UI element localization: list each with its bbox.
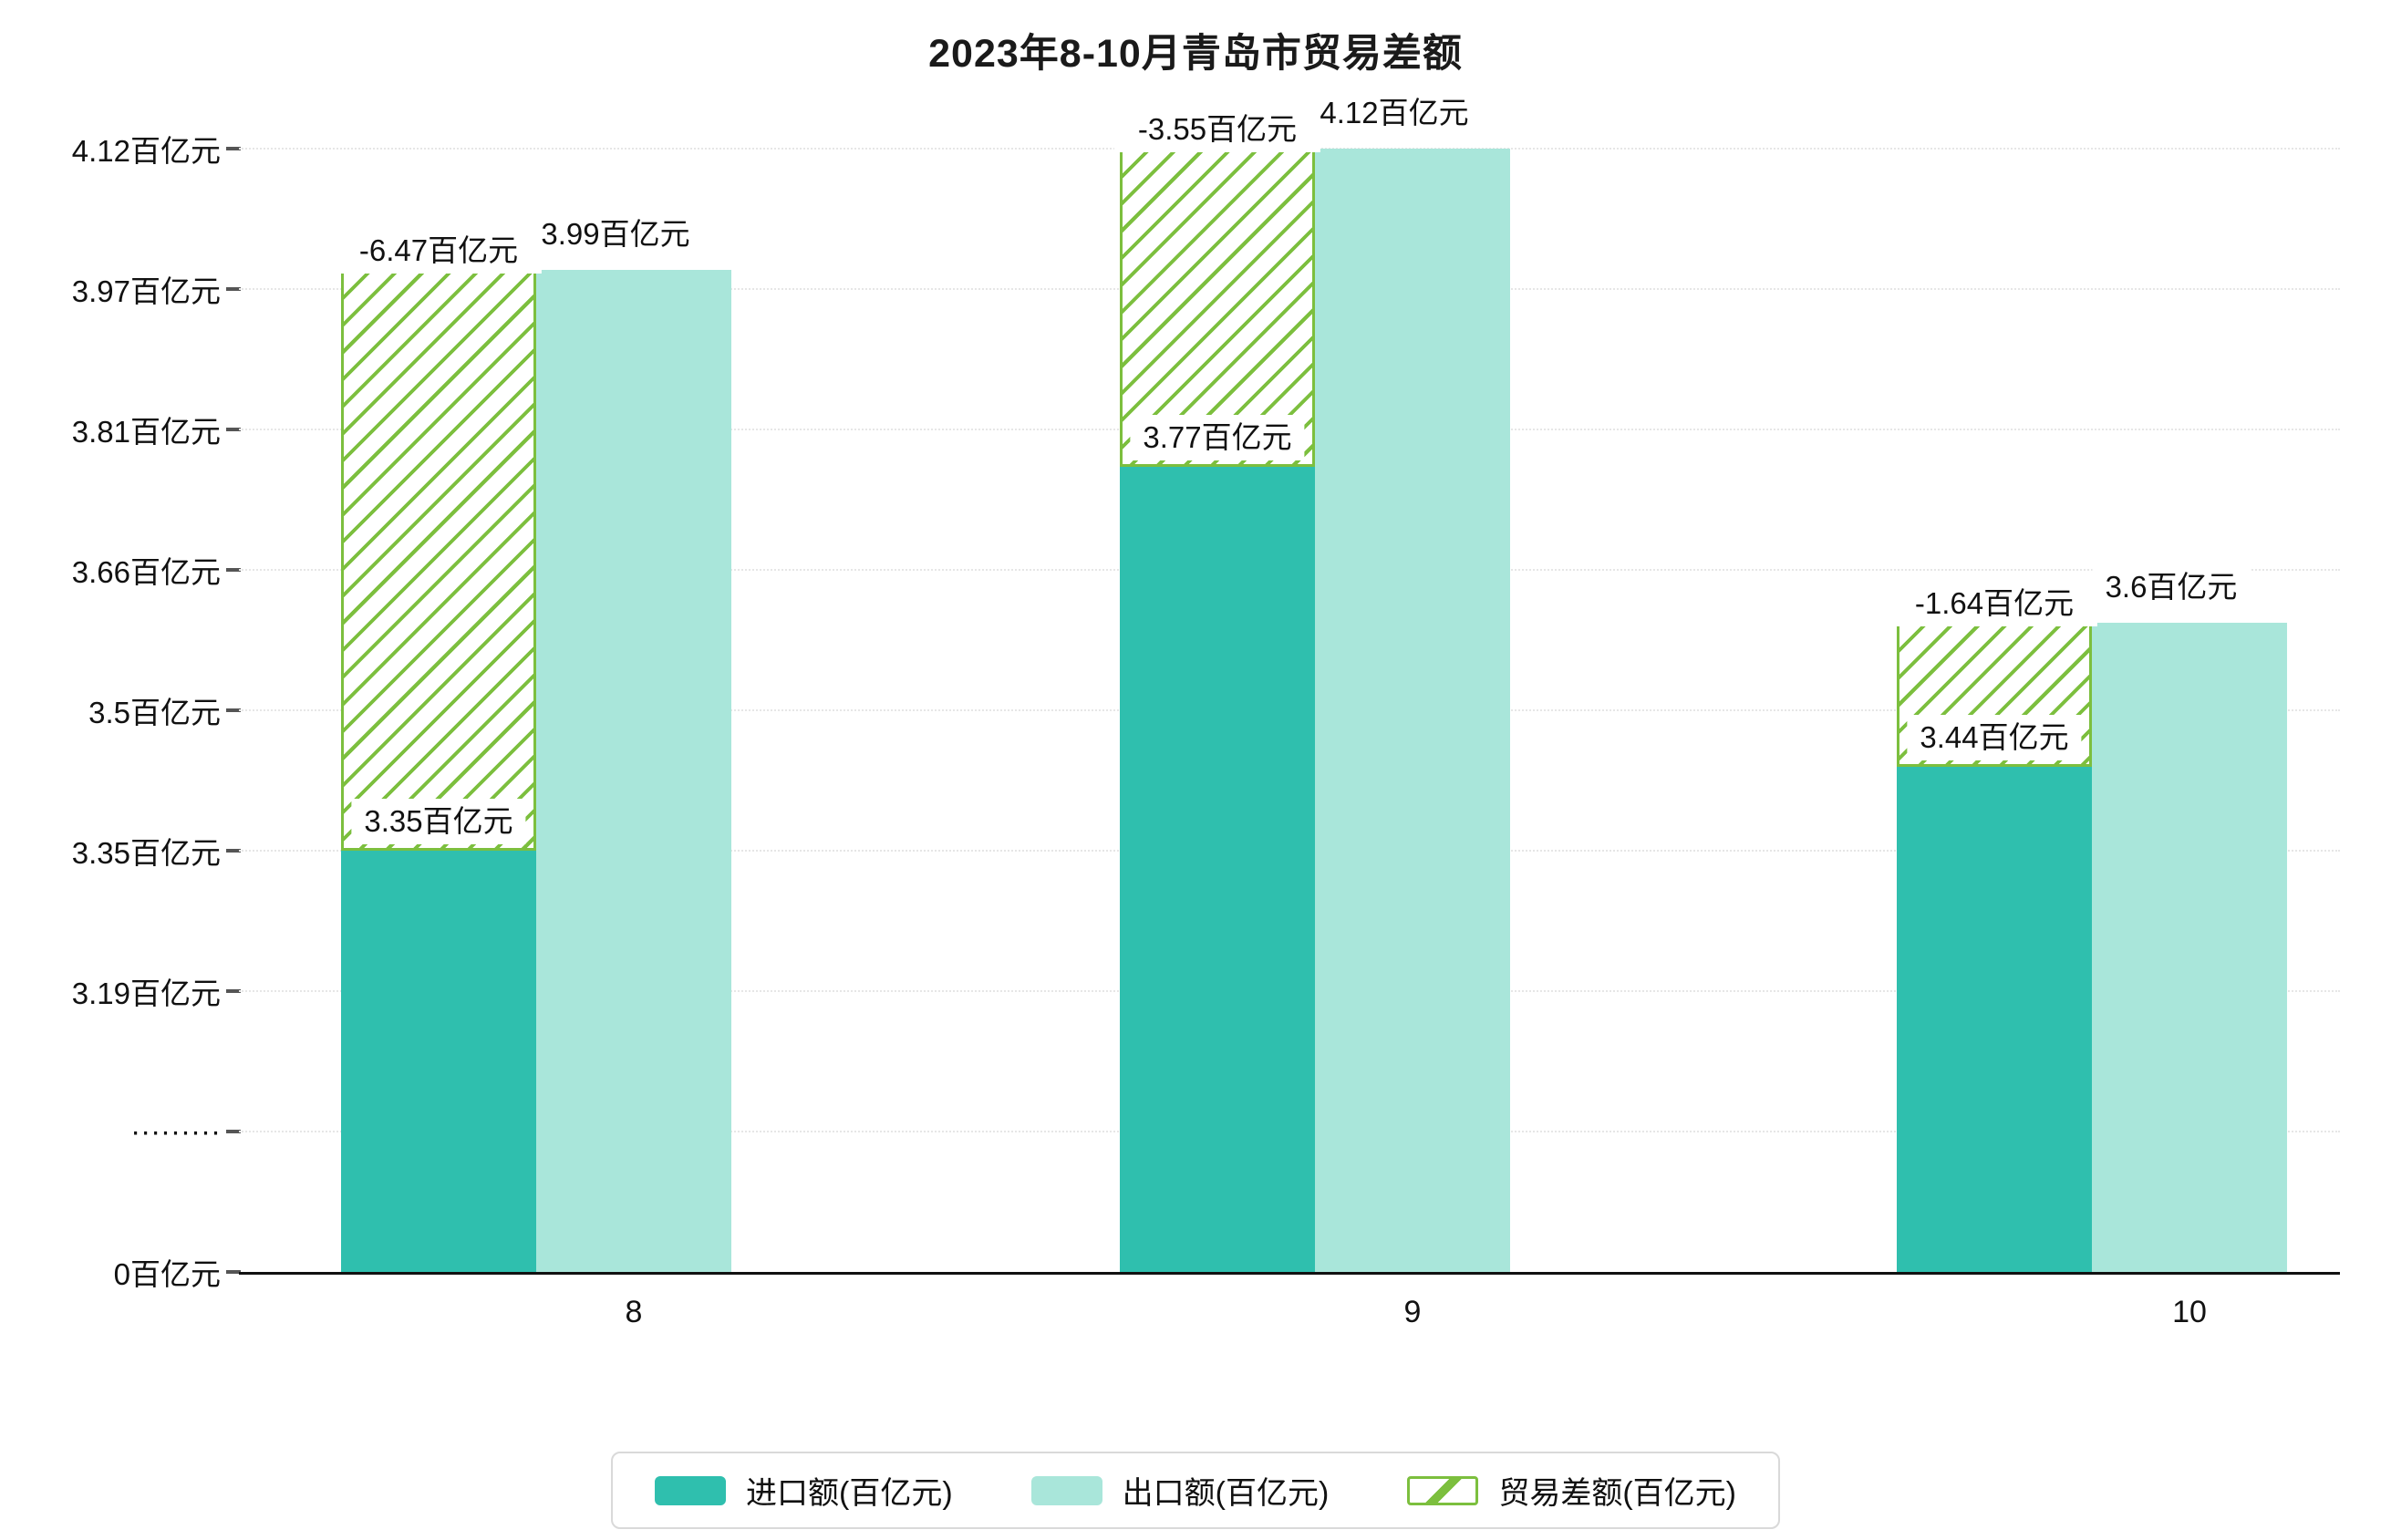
y-tick-label: ········· <box>130 1114 221 1148</box>
y-tick-label: 3.66百亿元 <box>71 555 221 589</box>
legend-item-balance[interactable]: 贸易差额(百亿元) <box>1407 1468 1736 1513</box>
x-axis-label-9: 9 <box>1403 1295 1422 1329</box>
legend-item-export[interactable]: 出口额(百亿元) <box>1030 1468 1330 1513</box>
x-axis-label-10: 10 <box>2172 1295 2207 1329</box>
bar-export-9 <box>1315 149 1510 1272</box>
y-tick-mark <box>226 849 241 853</box>
y-tick-label: 3.19百亿元 <box>71 977 221 1010</box>
legend-swatch-import-icon <box>655 1475 727 1505</box>
data-label-import-10: 3.44百亿元 <box>1907 715 2082 760</box>
bar-trade-balance-9 <box>1120 149 1315 467</box>
y-tick-mark <box>226 287 241 291</box>
bar-import-10 <box>1897 767 2092 1272</box>
y-tick-label: 0百亿元 <box>113 1257 221 1291</box>
data-label-export-8: 3.99百亿元 <box>528 212 703 257</box>
y-tick-label: 3.5百亿元 <box>88 696 221 729</box>
bar-export-10 <box>2092 623 2287 1272</box>
y-tick-mark <box>226 428 241 431</box>
y-tick-label: 3.35百亿元 <box>71 836 221 870</box>
bar-export-8 <box>536 270 731 1272</box>
legend-label-export: 出口额(百亿元) <box>1122 1476 1330 1511</box>
y-tick-mark <box>226 1130 241 1133</box>
y-tick-mark <box>226 568 241 572</box>
bar-import-9 <box>1120 467 1315 1272</box>
x-axis-line <box>239 1272 2340 1275</box>
y-tick-mark <box>226 147 241 150</box>
bar-import-8 <box>341 851 536 1272</box>
chart-title: 2023年8-10月青岛市贸易差额 <box>928 32 1463 76</box>
legend-swatch-export-icon <box>1030 1475 1102 1505</box>
legend-label-import: 进口额(百亿元) <box>746 1476 953 1511</box>
y-tick-label: 3.97百亿元 <box>71 274 221 308</box>
data-label-export-9: 4.12百亿元 <box>1307 90 1482 136</box>
x-axis-label-8: 8 <box>625 1295 643 1329</box>
data-label-import-9: 3.77百亿元 <box>1130 415 1305 460</box>
data-label-trade-balance-10: -1.64百亿元 <box>1890 581 2098 626</box>
legend-label-balance: 贸易差额(百亿元) <box>1498 1476 1736 1511</box>
bar-trade-balance-8 <box>341 270 536 851</box>
legend: 进口额(百亿元) 出口额(百亿元) 贸易差额(百亿元) <box>611 1452 1780 1529</box>
data-label-export-10: 3.6百亿元 <box>2092 564 2251 610</box>
y-tick-label: 4.12百亿元 <box>71 134 221 168</box>
y-tick-mark <box>226 708 241 712</box>
legend-swatch-balance-icon <box>1407 1475 1479 1505</box>
data-label-trade-balance-9: -3.55百亿元 <box>1113 107 1321 152</box>
data-label-import-8: 3.35百亿元 <box>351 799 526 844</box>
data-label-trade-balance-8: -6.47百亿元 <box>335 228 543 274</box>
legend-item-import[interactable]: 进口额(百亿元) <box>655 1468 953 1513</box>
y-tick-label: 3.81百亿元 <box>71 415 221 449</box>
y-tick-mark <box>226 1270 241 1274</box>
y-tick-mark <box>226 989 241 993</box>
